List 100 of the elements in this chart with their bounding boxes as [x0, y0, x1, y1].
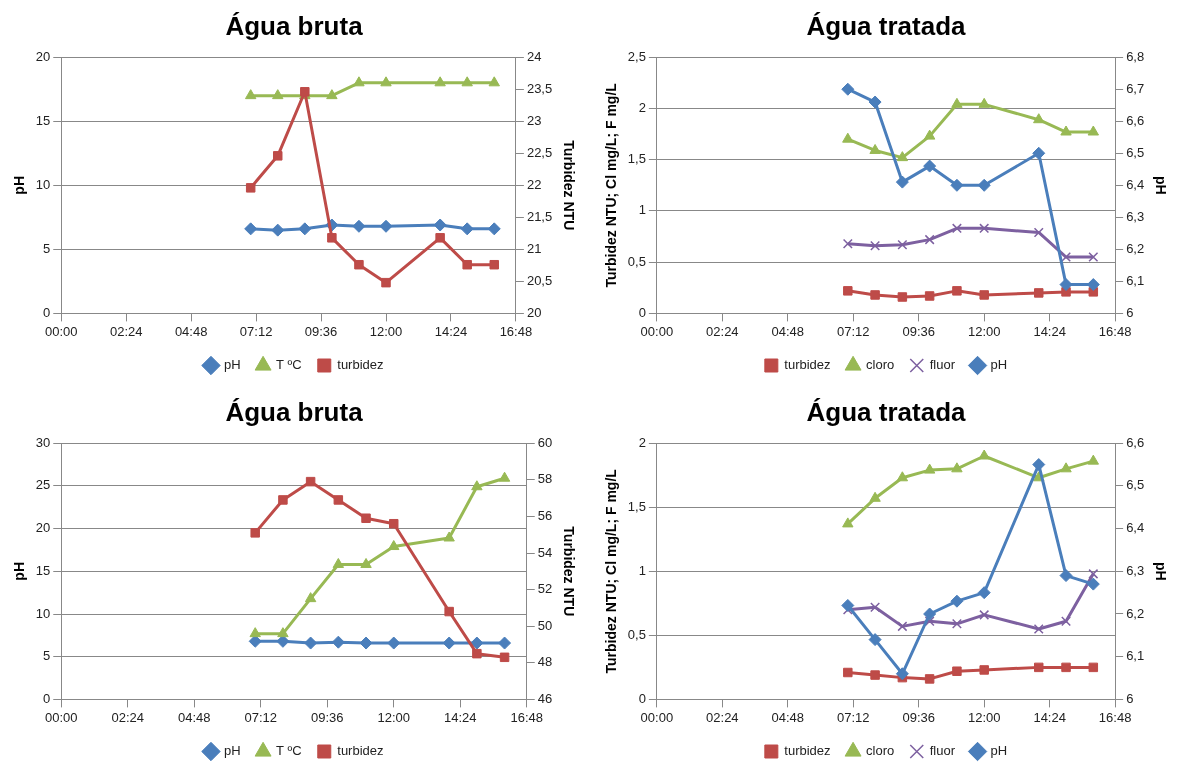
- legend-label: pH: [223, 743, 241, 759]
- point: [1088, 252, 1099, 263]
- x-tick-label: 12:00: [377, 709, 411, 725]
- point: [870, 290, 880, 300]
- y2-tick-label: 23,5: [526, 80, 553, 96]
- point: [841, 598, 855, 612]
- y2-tick-label: 22: [526, 176, 542, 192]
- point: [333, 495, 344, 505]
- point: [489, 259, 499, 270]
- legend-label: fluor: [929, 357, 956, 373]
- point: [1032, 146, 1046, 160]
- point: [1088, 568, 1099, 579]
- y2-tick-label: 6,2: [1126, 605, 1145, 621]
- y2-tick-label: 6,7: [1126, 80, 1145, 96]
- y-axis-title: pH: [11, 175, 28, 195]
- y-tick-label: 5: [43, 240, 51, 256]
- point: [951, 223, 962, 234]
- y-tick-label: 1,5: [627, 151, 646, 167]
- point: [842, 132, 854, 143]
- point: [462, 259, 472, 270]
- legend-label: cloro: [866, 357, 895, 373]
- y-tick-label: 0,5: [627, 253, 646, 269]
- point: [952, 666, 962, 676]
- y2-tick-label: 21,5: [526, 208, 553, 224]
- point: [472, 648, 482, 659]
- y2-tick-label: 6,3: [1126, 208, 1145, 224]
- y2-tick-label: 6,2: [1126, 240, 1145, 256]
- point: [331, 635, 345, 649]
- x-tick-label: 02:24: [706, 323, 739, 339]
- y-axis-title: pH: [11, 561, 28, 581]
- y-tick-label: 0: [638, 304, 646, 320]
- point: [305, 476, 316, 487]
- point: [951, 618, 962, 629]
- y-tick-label: 2,5: [627, 48, 646, 64]
- y-tick-label: 0: [43, 690, 51, 706]
- y-tick-label: 10: [35, 176, 51, 192]
- point: [1060, 125, 1072, 136]
- point: [460, 222, 474, 236]
- y-tick-label: 2: [638, 100, 646, 116]
- y2-tick-label: 6,1: [1126, 648, 1145, 664]
- point: [1034, 662, 1044, 673]
- y-tick-label: 20: [35, 48, 51, 64]
- point: [843, 286, 853, 296]
- point: [895, 175, 909, 189]
- point: [923, 129, 936, 140]
- legend-label: T ºC: [276, 357, 302, 373]
- chart-title: Água bruta: [225, 396, 364, 427]
- y2-tick-label: 52: [537, 581, 553, 597]
- point: [897, 292, 908, 302]
- x-tick-label: 00:00: [640, 323, 674, 339]
- point: [442, 636, 456, 650]
- y2-tick-label: 6,4: [1126, 520, 1145, 536]
- y2-axis-title: Turbidez NTU: [560, 140, 577, 231]
- y-axis-title: Turbidez NTU; Cl mg/L; F mg/L: [603, 82, 620, 288]
- point: [245, 183, 256, 193]
- point: [361, 513, 371, 523]
- point: [951, 462, 963, 473]
- point: [389, 518, 399, 529]
- y-axis-title: Turbidez NTU; Cl mg/L; F mg/L: [603, 468, 620, 674]
- point: [1032, 458, 1046, 472]
- legend-label: turbidez: [337, 743, 384, 759]
- point: [332, 557, 345, 568]
- point: [498, 636, 512, 650]
- x-tick-label: 04:48: [174, 323, 208, 339]
- x-tick-label: 14:24: [443, 709, 477, 725]
- point: [869, 491, 881, 502]
- point: [1061, 252, 1072, 263]
- point: [896, 471, 909, 482]
- point: [977, 586, 991, 600]
- y2-tick-label: 24: [526, 48, 542, 64]
- legend-label: pH: [990, 743, 1008, 759]
- y2-tick-label: 6,8: [1126, 48, 1145, 64]
- x-tick-label: 02:24: [706, 709, 739, 725]
- point: [978, 449, 990, 460]
- legend-label: T ºC: [276, 743, 302, 759]
- point: [388, 540, 400, 551]
- point: [435, 233, 445, 243]
- point: [842, 517, 854, 528]
- legend-label: cloro: [866, 743, 895, 759]
- point: [1060, 462, 1072, 473]
- point: [950, 594, 964, 608]
- y-tick-label: 20: [35, 520, 51, 536]
- point: [304, 592, 317, 603]
- point: [1033, 227, 1044, 238]
- y2-tick-label: 60: [537, 434, 553, 450]
- chart-title: Água tratada: [806, 396, 966, 427]
- point: [327, 233, 337, 243]
- y2-tick-label: 6,5: [1126, 477, 1145, 493]
- y2-tick-label: 50: [537, 617, 553, 633]
- y2-tick-label: 22,5: [526, 144, 553, 160]
- point: [298, 222, 312, 236]
- point: [1087, 125, 1099, 136]
- x-tick-label: 16:48: [1098, 323, 1132, 339]
- point: [896, 151, 909, 162]
- point: [381, 277, 391, 288]
- y2-tick-label: 58: [537, 471, 553, 487]
- legend-label: turbidez: [784, 357, 831, 373]
- x-tick-label: 09:36: [902, 323, 936, 339]
- legend-label: turbidez: [784, 743, 831, 759]
- x-tick-label: 04:48: [771, 323, 805, 339]
